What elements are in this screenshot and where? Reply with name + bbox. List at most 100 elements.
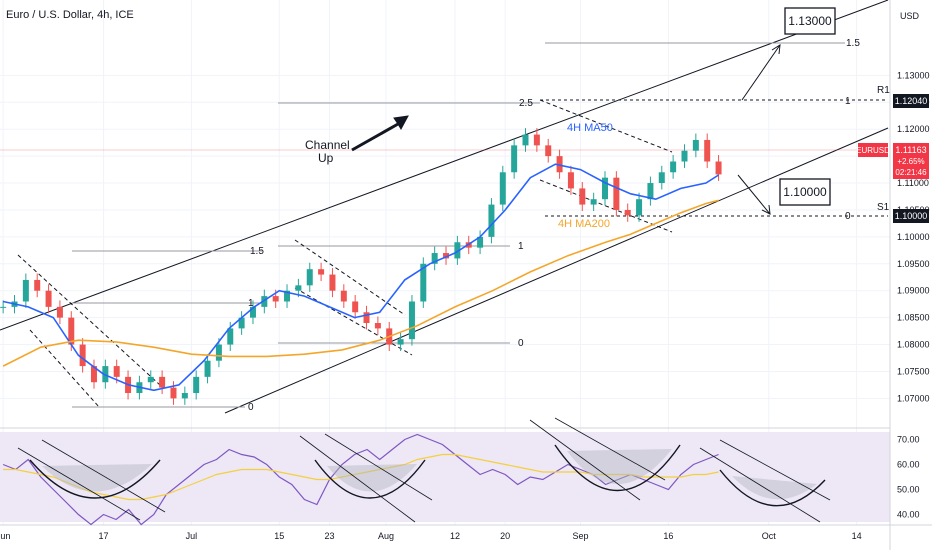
candle-body	[397, 339, 404, 345]
rsi-cup-arc	[314, 459, 426, 499]
symbol-badge	[858, 143, 888, 157]
fib-label-0-left: 0	[248, 402, 254, 413]
rsi-tick-label: 40.00	[897, 510, 920, 520]
rsi-cup-arc	[29, 459, 161, 499]
time-tick-label: 15	[274, 531, 284, 541]
rsi-channel-line	[41, 439, 166, 513]
channel-label-line2: Up	[318, 151, 334, 165]
candle-body	[670, 161, 677, 173]
candle-body	[34, 279, 41, 291]
rsi-channel-line	[719, 439, 831, 501]
candle-body	[511, 145, 518, 173]
target-box-upper-text: 1.13000	[788, 14, 832, 28]
candle-body	[352, 301, 359, 313]
drawings[interactable]	[0, 0, 889, 414]
candle-body	[56, 306, 63, 318]
channel-upper-line[interactable]	[0, 0, 889, 331]
candle-body	[374, 323, 381, 329]
price-tick-label: 1.09500	[897, 259, 930, 269]
candle-body	[204, 360, 211, 377]
price-tick-label: 1.08500	[897, 313, 930, 323]
candle-body	[249, 306, 256, 318]
time-tick-label: 23	[324, 531, 334, 541]
candle-body	[227, 328, 234, 345]
time-tick-label: 14	[852, 531, 862, 541]
r1-badge-text: 1.12040	[895, 96, 928, 106]
candle-body	[79, 344, 86, 367]
candle-body	[499, 172, 506, 205]
fib-label-1-r1: 1	[845, 96, 851, 107]
candles	[0, 128, 722, 405]
time-tick-label: 12	[450, 531, 460, 541]
ma200-line	[2, 199, 719, 367]
time-tick-label: Jun	[0, 531, 10, 541]
candle-body	[170, 387, 177, 399]
rsi-drawings[interactable]	[17, 417, 831, 523]
time-tick-label: Aug	[378, 531, 394, 541]
target-box-lower-text: 1.10000	[783, 185, 827, 199]
rsi-channel-line	[17, 447, 141, 521]
candle-body	[556, 156, 563, 173]
candle-body	[545, 145, 552, 157]
target-box-lower[interactable]	[779, 178, 831, 206]
candle-body	[193, 376, 200, 394]
candle-body	[113, 366, 120, 377]
rsi-channel-line	[529, 419, 641, 501]
rsi-cup-fill	[567, 449, 672, 485]
rsi-axis[interactable]: 70.00 60.00 50.00 40.00	[897, 435, 920, 520]
candle-body	[306, 269, 313, 286]
channel1-bottom-line[interactable]	[29, 329, 101, 409]
channel2-top-line[interactable]	[294, 239, 406, 316]
time-tick-label: Jul	[186, 531, 198, 541]
candle-body	[590, 199, 597, 205]
candle-body	[431, 253, 438, 264]
price-tick-label: 1.11000	[897, 178, 929, 188]
candle-body	[22, 279, 29, 302]
price-tick-label: 1.07000	[897, 393, 930, 403]
candle-body	[340, 290, 347, 302]
candle-body	[601, 177, 608, 200]
channel-up-arrow-shaft	[351, 122, 399, 152]
target-up-arrow-line[interactable]	[741, 44, 781, 101]
rsi-tick-label: 70.00	[897, 435, 920, 445]
candle-body	[318, 269, 325, 275]
candle-body	[272, 296, 279, 302]
candle-body	[295, 285, 302, 291]
channel3-bottom-line[interactable]	[539, 179, 673, 233]
rsi-channel-line	[699, 447, 821, 523]
last-price-badge	[893, 143, 929, 179]
time-tick-label: 17	[99, 531, 109, 541]
time-axis[interactable]: Jun 17 Jul 15 23 Aug 12 20 Sep 16 Oct 14	[0, 531, 862, 541]
rsi-channel-line	[324, 433, 433, 501]
target-down-arrow-line[interactable]	[737, 174, 771, 215]
rsi-tick-label: 50.00	[897, 485, 920, 495]
candle-body	[238, 317, 245, 329]
r1-badge	[893, 94, 929, 108]
candle-body	[647, 183, 654, 200]
currency-label[interactable]: USD	[900, 11, 920, 21]
candle-body	[420, 263, 427, 302]
rsi-cup-fill	[732, 476, 817, 500]
price-badges: 1.12040 EURUSD 1.11163 +2.65% 02:21:46 1…	[856, 94, 929, 223]
channel2-bottom-line[interactable]	[294, 287, 413, 356]
candle-body	[261, 296, 268, 307]
symbol-title: Euro / U.S. Dollar, 4h, ICE	[6, 9, 134, 21]
channel3-top-line[interactable]	[539, 99, 673, 153]
fib-label-1-5-right: 1.5	[846, 38, 860, 49]
s1-badge	[893, 209, 929, 223]
last-price-text: 1.11163	[895, 145, 926, 155]
target-down-arrowhead	[761, 204, 771, 215]
channel-lower-line[interactable]	[224, 127, 889, 414]
candle-body	[68, 317, 75, 345]
candle-body	[533, 134, 540, 146]
candle-body	[579, 188, 586, 205]
candle-body	[90, 366, 97, 383]
candle-body	[704, 139, 711, 162]
price-tick-label: 1.09000	[897, 286, 930, 296]
price-tick-label: 1.07500	[897, 366, 930, 376]
pivot-label-s1: S1	[877, 202, 890, 213]
channel-label-line1: Channel	[305, 138, 350, 152]
candle-body	[443, 253, 450, 259]
target-box-upper[interactable]	[784, 7, 836, 35]
